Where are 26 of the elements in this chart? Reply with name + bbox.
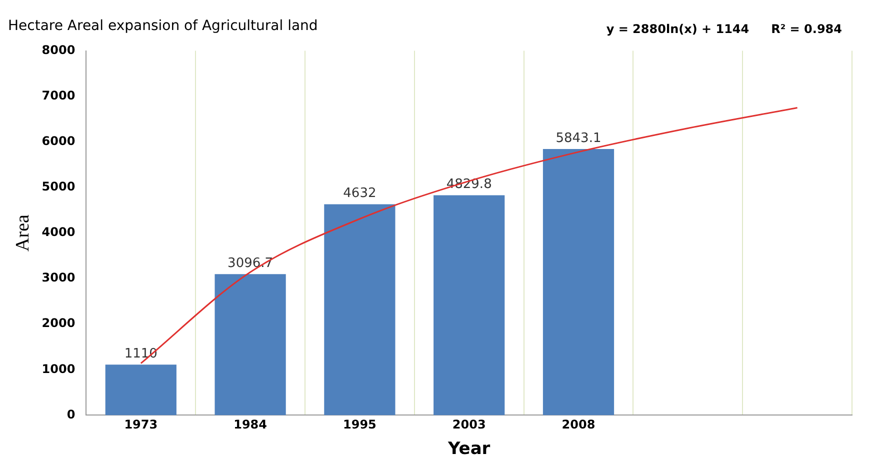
text: y = 2880ln(x) + 1144 — [606, 22, 750, 36]
bar — [214, 274, 286, 416]
bar — [542, 149, 614, 416]
x-tick-label: 1973 — [124, 418, 158, 432]
data-label: 5843.1 — [556, 130, 602, 146]
y-tick-label: 8000 — [42, 42, 76, 57]
x-tick-label: 1984 — [234, 418, 267, 432]
x-axis-title: Year — [447, 439, 491, 460]
y-tick-label: 2000 — [42, 316, 76, 330]
y-tick-label: 3000 — [42, 270, 76, 285]
bar — [105, 364, 176, 416]
x-tick-label: 2003 — [452, 418, 486, 432]
bar — [434, 195, 505, 416]
y-tick-label: 4000 — [42, 225, 76, 240]
text: R² = 0.984 — [771, 22, 842, 36]
bar — [324, 204, 396, 416]
y-tick-label: 5000 — [42, 180, 76, 194]
y-tick-label: 7000 — [42, 88, 76, 102]
chart-title: Hectare Areal expansion of Agricultural land — [8, 18, 318, 34]
y-axis-title: Area — [12, 214, 34, 252]
y-tick-label: 0 — [66, 407, 76, 422]
y-tick-label: 6000 — [42, 134, 76, 148]
x-tick-label: 2008 — [562, 418, 596, 432]
y-tick-label: 1000 — [42, 362, 76, 376]
data-label: 4632 — [343, 186, 376, 202]
x-tick-label: 1995 — [342, 418, 376, 432]
